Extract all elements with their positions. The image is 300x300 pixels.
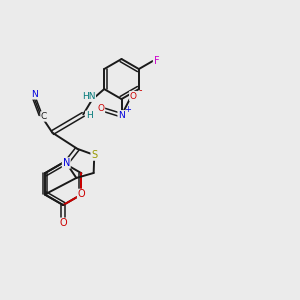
- Text: C: C: [41, 112, 47, 121]
- Text: N: N: [31, 90, 38, 99]
- Text: F: F: [154, 56, 159, 66]
- Text: +: +: [124, 106, 131, 115]
- Text: -: -: [138, 85, 142, 95]
- Text: S: S: [91, 150, 97, 160]
- Text: O: O: [130, 92, 137, 100]
- Text: H: H: [86, 111, 92, 120]
- Text: HN: HN: [82, 92, 95, 101]
- Text: O: O: [98, 104, 104, 113]
- Text: O: O: [59, 218, 67, 228]
- Text: N: N: [63, 158, 70, 168]
- Text: N: N: [118, 111, 125, 120]
- Text: O: O: [78, 190, 85, 200]
